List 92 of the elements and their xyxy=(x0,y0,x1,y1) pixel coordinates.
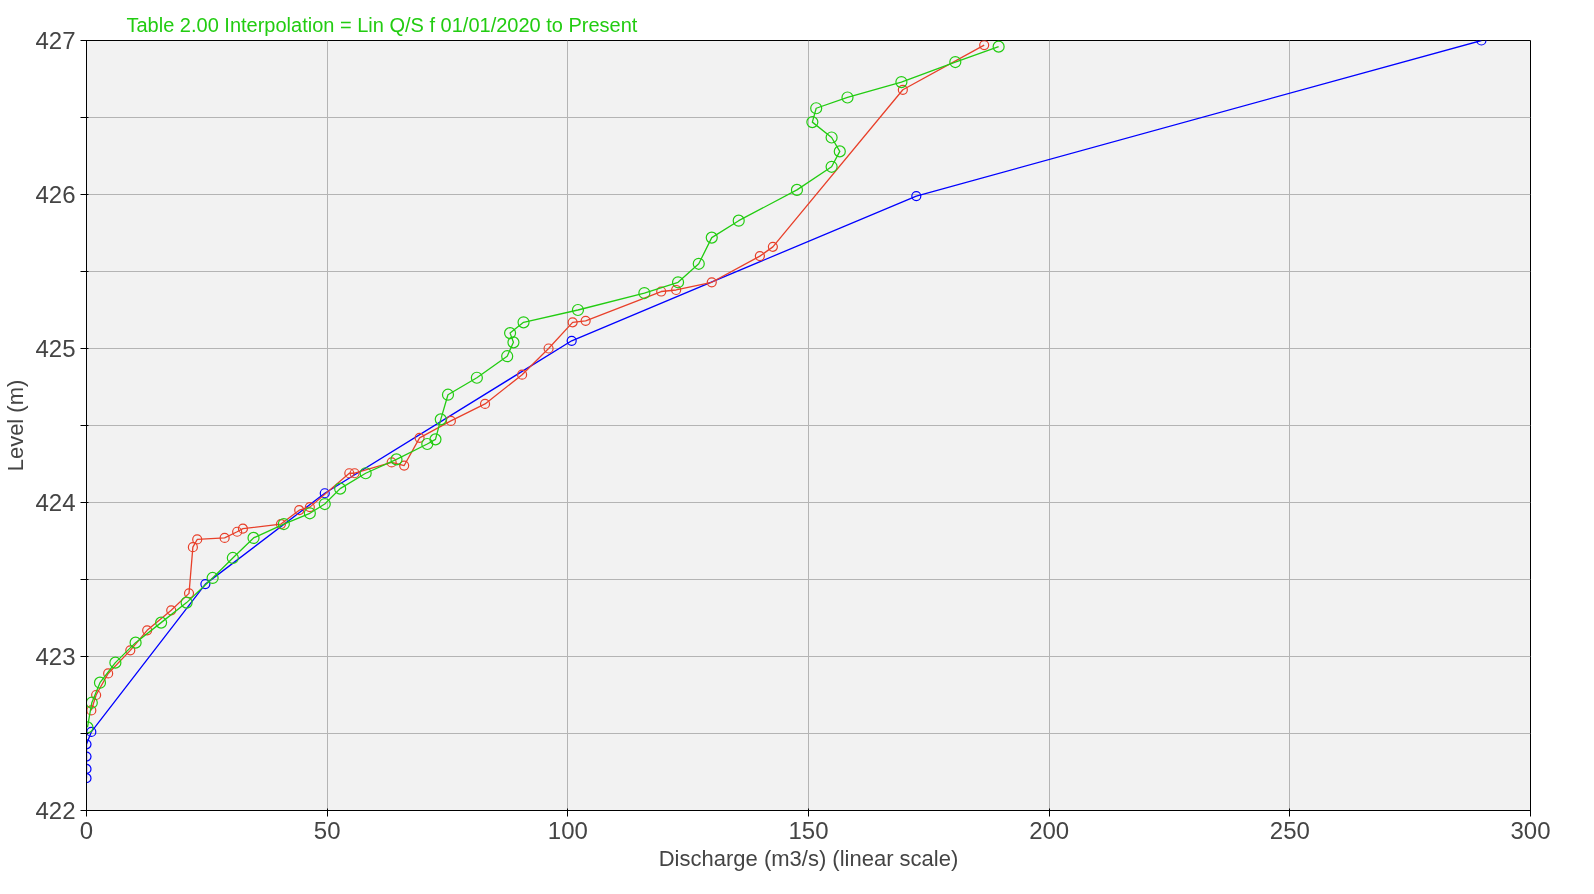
x-tick-label: 150 xyxy=(788,816,829,844)
point xyxy=(334,482,347,495)
point xyxy=(226,551,239,565)
point xyxy=(429,433,442,446)
point xyxy=(706,277,717,288)
point xyxy=(232,526,243,537)
y-tick-label: 423 xyxy=(35,643,76,670)
point xyxy=(566,335,577,346)
point xyxy=(992,40,1005,53)
point xyxy=(671,284,682,296)
point xyxy=(183,588,195,599)
point xyxy=(790,183,804,196)
point xyxy=(86,696,98,709)
point xyxy=(571,303,585,317)
point xyxy=(810,102,823,115)
x-axis-title: Discharge (m3/s) (linear scale) xyxy=(658,845,959,871)
point xyxy=(445,415,456,426)
point xyxy=(638,286,651,300)
point xyxy=(219,532,230,544)
point xyxy=(949,55,962,69)
point xyxy=(434,413,447,426)
point xyxy=(303,507,316,520)
point xyxy=(767,241,778,252)
point xyxy=(414,432,425,443)
point xyxy=(294,505,305,516)
point xyxy=(517,316,530,329)
point xyxy=(93,676,107,689)
point xyxy=(304,502,315,513)
x-tick-label: 100 xyxy=(547,816,588,844)
point xyxy=(187,542,198,553)
point xyxy=(841,91,854,104)
point xyxy=(501,350,514,363)
point xyxy=(390,453,403,466)
point xyxy=(318,497,331,511)
y-tick-label: 427 xyxy=(35,27,76,54)
point xyxy=(386,457,397,468)
point xyxy=(732,214,745,227)
point xyxy=(441,388,455,401)
point xyxy=(543,343,554,354)
point xyxy=(421,437,434,451)
point xyxy=(349,468,360,479)
point xyxy=(247,531,260,545)
point xyxy=(567,317,578,328)
point xyxy=(911,190,922,202)
point xyxy=(507,336,520,349)
point xyxy=(129,636,142,649)
point xyxy=(833,145,846,158)
point xyxy=(470,371,483,384)
point xyxy=(91,689,102,701)
chart-title: Table 2.00 Interpolation = Lin Q/S f 01/01/2020 to Present xyxy=(126,13,638,36)
y-tick-label: 426 xyxy=(35,181,76,208)
point xyxy=(86,726,97,738)
point xyxy=(806,116,819,129)
point xyxy=(825,160,838,173)
point xyxy=(237,523,249,534)
point xyxy=(109,656,122,669)
point xyxy=(825,131,838,144)
y-tick-label: 422 xyxy=(35,797,76,824)
point xyxy=(103,668,114,679)
point xyxy=(897,84,908,95)
point xyxy=(979,40,990,51)
point xyxy=(692,257,705,270)
point xyxy=(319,488,330,499)
point xyxy=(754,251,765,262)
x-tick-label: 200 xyxy=(1029,816,1070,844)
point xyxy=(142,625,153,636)
point xyxy=(656,286,667,297)
point xyxy=(705,231,718,244)
point xyxy=(206,571,219,585)
x-tick-label: 0 xyxy=(79,816,94,844)
point xyxy=(200,579,211,590)
point xyxy=(166,605,177,616)
y-axis-title: Level (m) xyxy=(3,379,29,472)
point xyxy=(86,705,97,716)
point xyxy=(517,369,528,380)
point xyxy=(155,616,168,629)
y-tick-label: 424 xyxy=(35,489,76,516)
point xyxy=(479,398,491,410)
x-tick-label: 50 xyxy=(313,816,341,844)
point xyxy=(359,467,372,480)
x-tick-label: 250 xyxy=(1269,816,1310,844)
point xyxy=(503,327,517,340)
y-tick-label: 425 xyxy=(35,335,76,362)
point xyxy=(180,596,193,609)
point xyxy=(671,276,685,289)
x-tick-label: 300 xyxy=(1510,816,1551,844)
point xyxy=(399,460,410,471)
point xyxy=(895,75,908,89)
point xyxy=(125,645,136,656)
point xyxy=(580,315,591,326)
point xyxy=(344,468,355,479)
point xyxy=(192,534,203,545)
